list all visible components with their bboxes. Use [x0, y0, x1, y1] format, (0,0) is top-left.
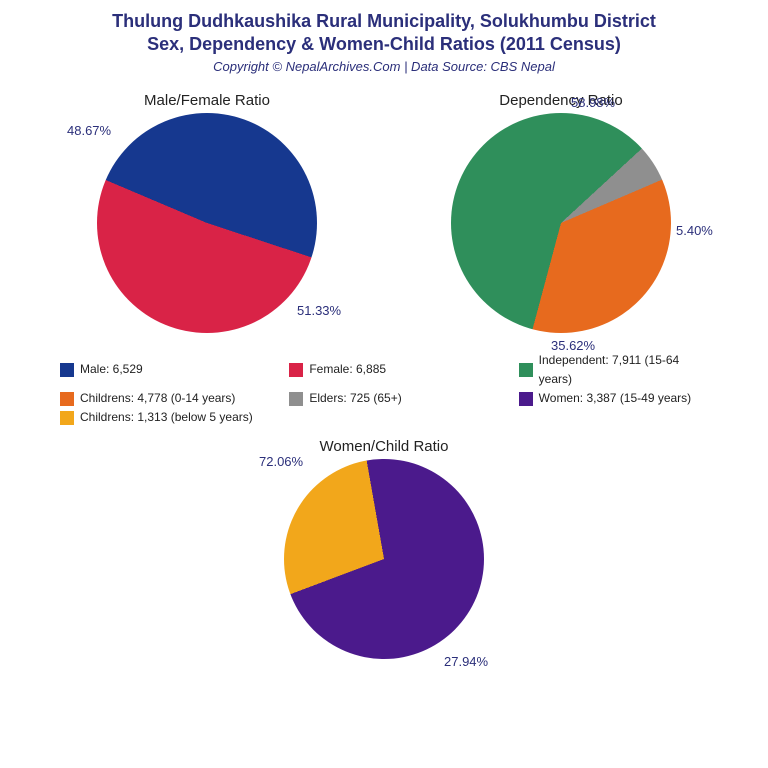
legend-swatch — [60, 392, 74, 406]
pct-label: 51.33% — [297, 303, 341, 318]
top-charts-row: Male/Female Ratio 48.67% 51.33% Dependenc… — [0, 92, 768, 333]
title-line-2: Sex, Dependency & Women-Child Ratios (20… — [0, 33, 768, 56]
pct-label: 5.40% — [676, 223, 713, 238]
legend-swatch — [519, 392, 533, 406]
pct-label: 48.67% — [67, 123, 111, 138]
legend-item: Elders: 725 (65+) — [289, 389, 478, 408]
legend-item: Independent: 7,911 (15-64 years) — [519, 351, 708, 389]
legend-item: Childrens: 1,313 (below 5 years) — [60, 408, 270, 427]
chart3-title: Women/Child Ratio — [0, 438, 768, 455]
chart-male-female: Male/Female Ratio 48.67% 51.33% — [37, 92, 377, 333]
legend-text: Childrens: 4,778 (0-14 years) — [80, 389, 235, 408]
legend-text: Elders: 725 (65+) — [309, 389, 401, 408]
pct-label: 58.98% — [571, 95, 615, 110]
legend-text: Women: 3,387 (15-49 years) — [539, 389, 692, 408]
chart2-title: Dependency Ratio — [391, 92, 731, 109]
legend-item: Women: 3,387 (15-49 years) — [519, 389, 708, 408]
header: Thulung Dudhkaushika Rural Municipality,… — [0, 0, 768, 74]
pie-male-female — [97, 113, 317, 333]
legend-swatch — [519, 363, 533, 377]
pct-label: 27.94% — [444, 654, 488, 669]
legend-text: Female: 6,885 — [309, 360, 386, 379]
title-line-1: Thulung Dudhkaushika Rural Municipality,… — [0, 10, 768, 33]
pct-label: 35.62% — [551, 338, 595, 353]
legend-row: Male: 6,529 Female: 6,885 Independent: 7,9… — [60, 351, 708, 389]
legend-swatch — [289, 363, 303, 377]
chart1-title: Male/Female Ratio — [37, 92, 377, 109]
legend-text: Male: 6,529 — [80, 360, 143, 379]
legend: Male: 6,529 Female: 6,885 Independent: 7,9… — [60, 351, 708, 428]
legend-text: Childrens: 1,313 (below 5 years) — [80, 408, 253, 427]
legend-swatch — [60, 411, 74, 425]
pie-women-child — [284, 459, 484, 659]
chart-women-child: Women/Child Ratio 72.06%27.94% — [0, 438, 768, 659]
legend-item: Female: 6,885 — [289, 351, 478, 389]
legend-row: Childrens: 1,313 (below 5 years) — [60, 408, 708, 427]
legend-item: Male: 6,529 — [60, 351, 249, 389]
subtitle: Copyright © NepalArchives.Com | Data Sou… — [0, 59, 768, 74]
legend-swatch — [289, 392, 303, 406]
pie-dependency — [451, 113, 671, 333]
legend-swatch — [60, 363, 74, 377]
pct-label: 72.06% — [259, 454, 303, 469]
legend-item: Childrens: 4,778 (0-14 years) — [60, 389, 249, 408]
legend-text: Independent: 7,911 (15-64 years) — [539, 351, 708, 389]
chart-dependency: Dependency Ratio 58.98%5.40%35.62% — [391, 92, 731, 333]
legend-row: Childrens: 4,778 (0-14 years) Elders: 725… — [60, 389, 708, 408]
